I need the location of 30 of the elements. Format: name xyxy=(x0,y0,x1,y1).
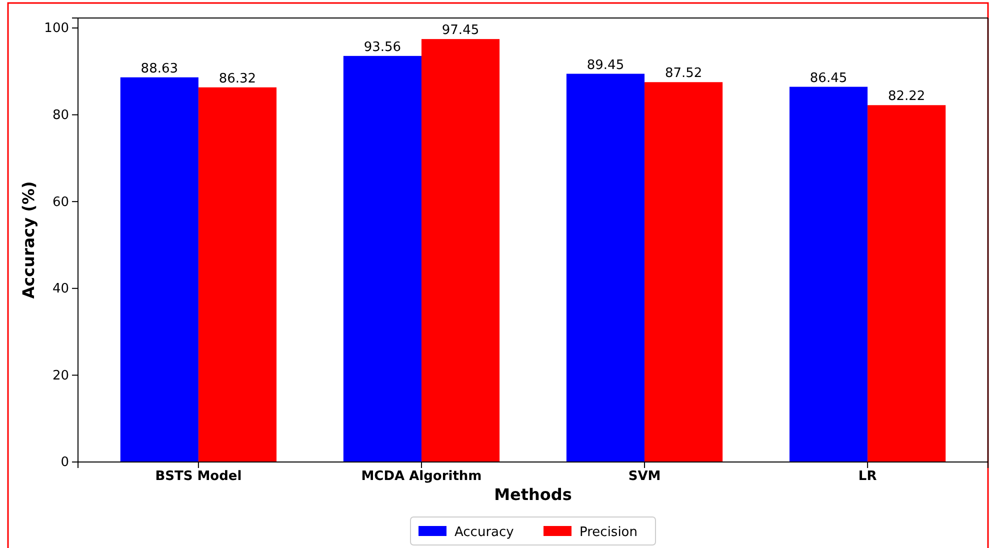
y-axis-title: Accuracy (%) xyxy=(19,181,38,299)
legend-label: Precision xyxy=(580,525,638,540)
bar xyxy=(566,74,645,462)
data-label: 89.45 xyxy=(586,58,624,73)
data-label: 87.52 xyxy=(664,66,702,82)
data-label: 82.22 xyxy=(888,89,926,104)
x-tick-label: LR xyxy=(858,469,877,484)
bar xyxy=(198,87,277,462)
y-tick-label: 40 xyxy=(52,282,69,297)
data-label: 86.45 xyxy=(810,70,848,86)
legend-label: Accuracy xyxy=(454,525,514,540)
data-label: 86.32 xyxy=(218,71,256,86)
bar xyxy=(644,82,723,462)
y-tick-label: 60 xyxy=(52,194,69,210)
bar xyxy=(789,86,868,462)
x-axis-title: Methods xyxy=(494,485,572,504)
data-label: 97.45 xyxy=(442,23,480,38)
data-label: 93.56 xyxy=(364,40,402,55)
x-tick-label: MCDA Algorithm xyxy=(361,469,482,484)
y-tick-label: 100 xyxy=(44,21,69,36)
bar xyxy=(343,56,422,462)
bar xyxy=(120,77,198,462)
bar xyxy=(868,105,946,462)
x-tick-label: BSTS Model xyxy=(155,469,242,484)
y-tick-label: 0 xyxy=(60,455,69,470)
x-tick-label: SVM xyxy=(628,469,661,484)
y-tick-label: 80 xyxy=(52,108,69,123)
y-tick-label: 20 xyxy=(52,368,69,384)
data-label: 88.63 xyxy=(140,61,178,76)
bar xyxy=(421,39,500,462)
